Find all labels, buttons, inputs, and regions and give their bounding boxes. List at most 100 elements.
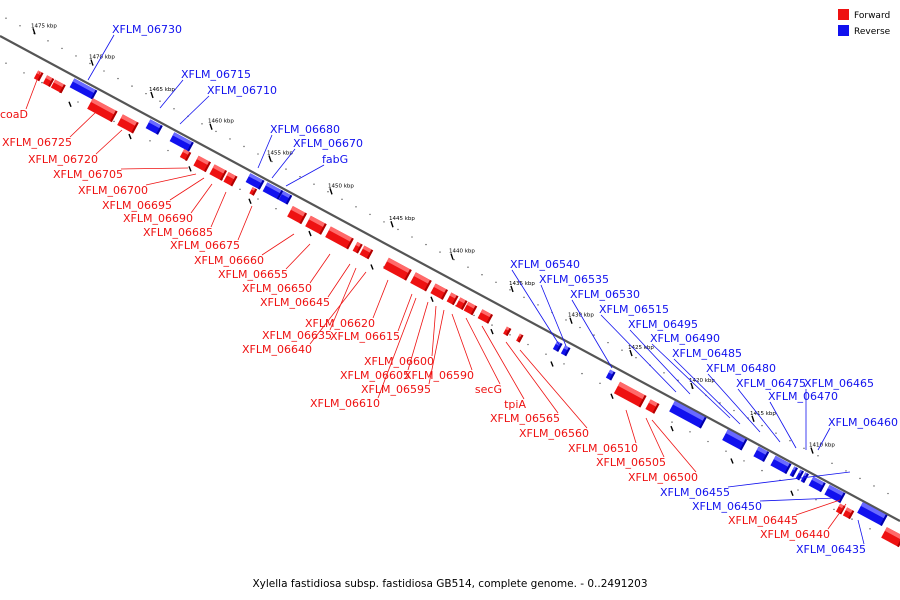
gene-label[interactable]: XFLM_06535 (539, 273, 609, 286)
gene-label[interactable]: XFLM_06565 (490, 412, 560, 425)
gene-label[interactable]: XFLM_06435 (796, 543, 866, 556)
tick-label: 1450 kbp (328, 183, 354, 189)
gene-label[interactable]: XFLM_06490 (650, 332, 720, 345)
gene-label[interactable]: XFLM_06725 (2, 136, 72, 149)
gene-label[interactable]: XFLM_06715 (181, 68, 251, 81)
gene-label[interactable]: XFLM_06455 (660, 486, 730, 499)
tick-label: 1425 kbp (628, 345, 654, 351)
gene-label[interactable]: XFLM_06655 (218, 268, 288, 281)
gene-label[interactable]: XFLM_06590 (404, 369, 474, 382)
rail-dot (743, 460, 745, 462)
gene-label[interactable]: XFLM_06540 (510, 258, 580, 271)
gene-label[interactable]: XFLM_06605 (340, 369, 410, 382)
gene-label[interactable]: XFLM_06720 (28, 153, 98, 166)
gene-label[interactable]: XFLM_06645 (260, 296, 330, 309)
tick-mark (268, 155, 272, 162)
gene-label[interactable]: XFLM_06530 (570, 288, 640, 301)
gene-label[interactable]: XFLM_06480 (706, 362, 776, 375)
gene-label[interactable]: XFLM_06615 (330, 330, 400, 343)
gene-label[interactable]: XFLM_06505 (596, 456, 666, 469)
gene-label[interactable]: XFLM_06560 (519, 427, 589, 440)
label-leader-line (481, 325, 525, 400)
rail-dot (789, 440, 791, 442)
tick-mark (248, 198, 252, 204)
gene-label[interactable]: XFLM_06500 (628, 471, 698, 484)
gene-label[interactable]: tpiA (504, 398, 526, 411)
gene-label[interactable]: XFLM_06485 (672, 347, 742, 360)
rail-dot (369, 213, 371, 216)
gene-label[interactable]: XFLM_06670 (293, 137, 363, 150)
gene-label[interactable]: XFLM_06695 (102, 199, 172, 212)
rail-dot (869, 528, 871, 530)
tick-mark (690, 382, 694, 390)
rail-dot (523, 296, 525, 299)
gene-label[interactable]: XFLM_06685 (143, 226, 213, 239)
forward-gene (455, 297, 468, 311)
gene-label[interactable]: XFLM_06510 (568, 442, 638, 455)
label-leader-line (827, 503, 847, 530)
gene-label[interactable]: XFLM_06470 (768, 390, 838, 403)
gene-label[interactable]: XFLM_06475 (736, 377, 806, 390)
gene-label[interactable]: fabG (322, 153, 348, 166)
rail-dot (75, 55, 77, 57)
gene-label[interactable]: XFLM_06460 (828, 416, 898, 429)
reverse-gene (278, 191, 293, 205)
gene-label[interactable]: XFLM_06515 (599, 303, 669, 316)
tick-mark (629, 349, 633, 357)
rail-dot (509, 334, 511, 336)
gene-label[interactable]: XFLM_06595 (361, 383, 431, 396)
gene-label[interactable]: XFLM_06690 (123, 212, 193, 225)
rail-dot (775, 432, 777, 434)
genome-backbone (0, 35, 900, 522)
rail-dot (725, 450, 727, 452)
gene-label[interactable]: XFLM_06710 (207, 84, 277, 97)
rail-dot (527, 343, 529, 346)
rail-dot (565, 319, 567, 321)
gene-label[interactable]: XFLM_06650 (242, 282, 312, 295)
tick-label: 1435 kbp (509, 281, 535, 287)
rail-dot (23, 72, 25, 74)
gene-label[interactable]: secG (475, 383, 502, 396)
gene-label[interactable]: XFLM_06700 (78, 184, 148, 197)
forward-gene (516, 333, 524, 343)
rail-dot (761, 469, 763, 472)
label-leader-line (651, 419, 697, 473)
forward-gene (352, 241, 363, 254)
gene-label[interactable]: XFLM_06440 (760, 528, 830, 541)
rail-dot (599, 382, 601, 385)
gene-label[interactable]: XFLM_06450 (692, 500, 762, 513)
gene-label[interactable]: XFLM_06660 (194, 254, 264, 267)
gene-label[interactable]: XFLM_06705 (53, 168, 123, 181)
tick-mark (329, 188, 333, 195)
gene-label[interactable]: coaD (0, 108, 28, 121)
gene-label[interactable]: XFLM_06640 (242, 343, 312, 356)
gene-label[interactable]: XFLM_06600 (364, 355, 434, 368)
tick-mark (128, 133, 132, 140)
tick-mark (670, 425, 674, 432)
gene-label[interactable]: XFLM_06445 (728, 514, 798, 527)
tick-label: 1465 kbp (149, 87, 175, 93)
forward-gene (410, 272, 432, 292)
rail-dot (173, 108, 175, 110)
rail-dot (845, 470, 847, 472)
gene-label[interactable]: XFLM_06620 (305, 317, 375, 330)
tick-mark (32, 28, 36, 35)
label-leader-line (407, 301, 429, 371)
label-leader-line (377, 297, 417, 399)
label-leader-line (651, 343, 731, 419)
gene-label[interactable]: XFLM_06610 (310, 397, 380, 410)
label-leader-line (727, 471, 851, 488)
rail-dot (481, 274, 483, 276)
gene-label[interactable]: XFLM_06635 (262, 329, 332, 342)
label-leader-line (737, 388, 781, 443)
gene-label[interactable]: XFLM_06730 (112, 23, 182, 36)
gene-label[interactable]: XFLM_06495 (628, 318, 698, 331)
rail-dot (761, 424, 763, 427)
reverse-gene (753, 446, 770, 462)
gene-label[interactable]: XFLM_06680 (270, 123, 340, 136)
label-leader-line (673, 358, 741, 425)
gene-label[interactable]: XFLM_06465 (804, 377, 874, 390)
tick-label: 1455 kbp (267, 151, 293, 157)
gene-label[interactable]: XFLM_06675 (170, 239, 240, 252)
label-leader-line (465, 317, 501, 385)
